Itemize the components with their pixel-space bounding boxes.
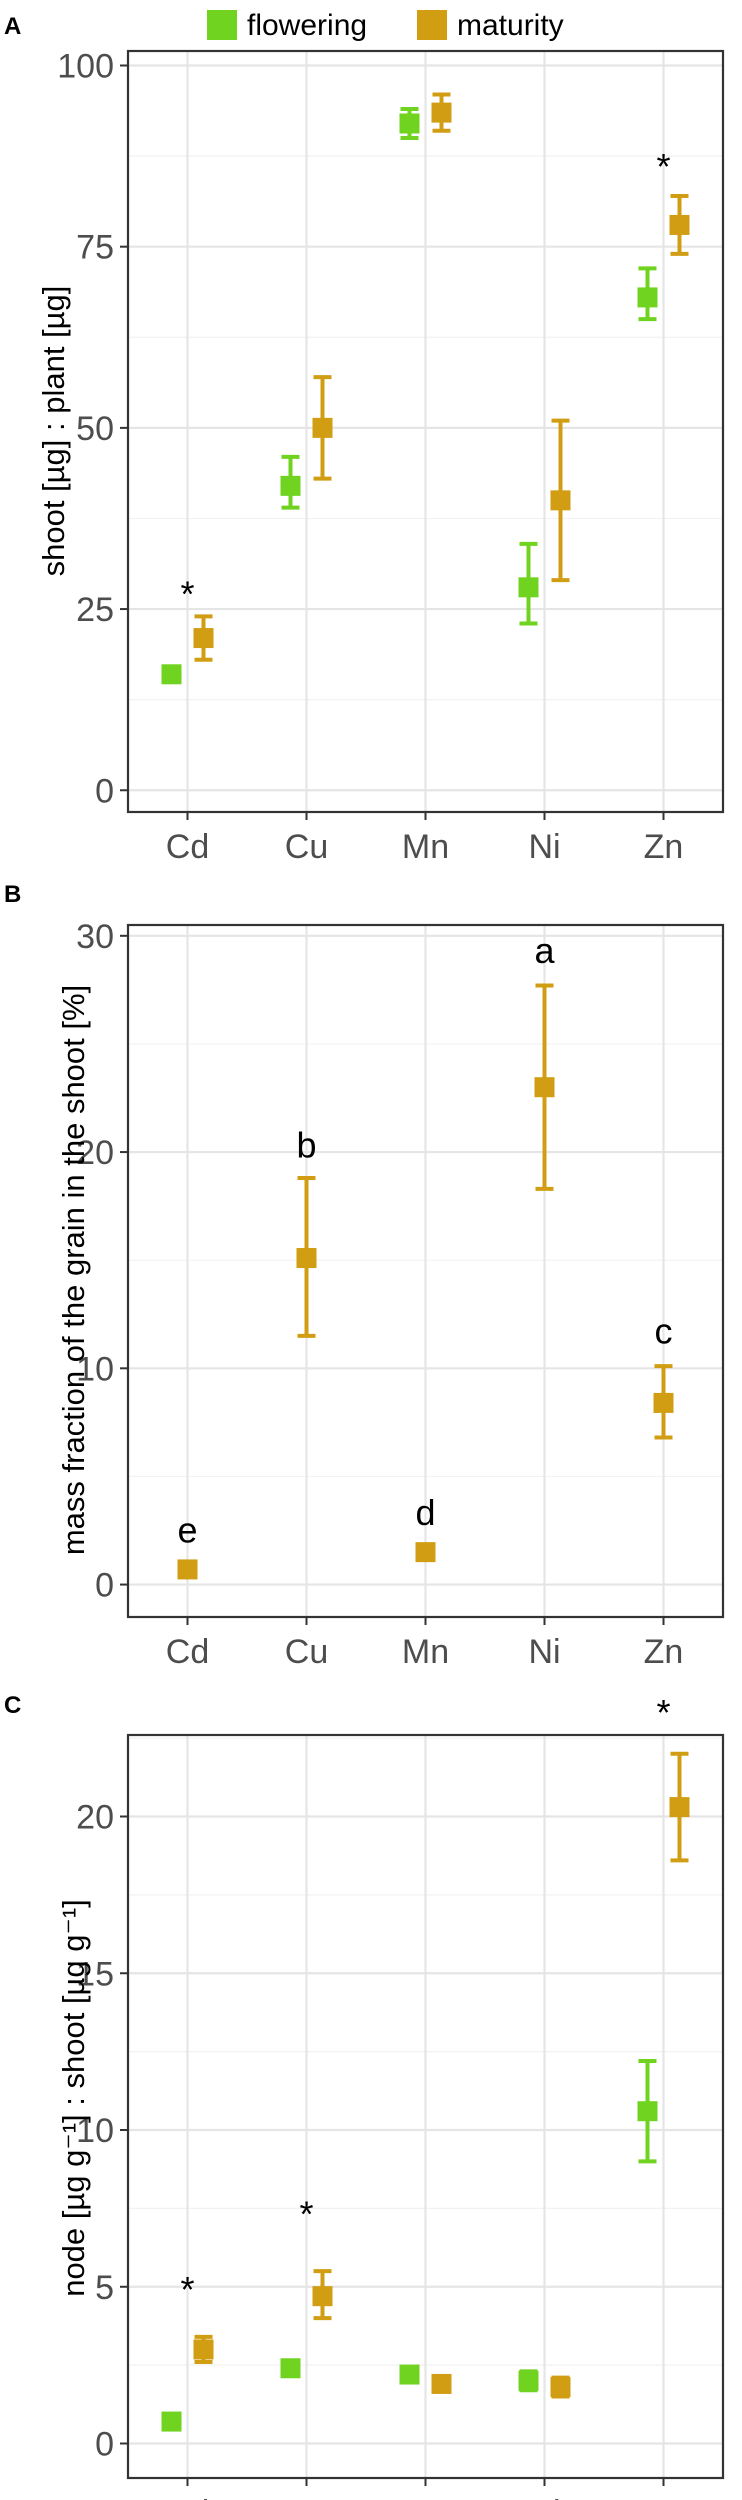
point-flowering-mn bbox=[399, 2364, 420, 2385]
y-tick-label: 0 bbox=[95, 2426, 114, 2464]
point-flowering-ni bbox=[518, 2370, 539, 2391]
y-tick-label: 100 bbox=[57, 47, 114, 85]
y-tick-label: 10 bbox=[76, 1350, 114, 1388]
panel-b-y-axis-title: mass fraction of the grain in the shoot … bbox=[56, 985, 91, 1555]
x-tick-label-cd: Cd bbox=[166, 2494, 209, 2500]
point-maturity-mn bbox=[431, 2373, 452, 2394]
legend-swatch-flowering bbox=[207, 10, 237, 40]
panel-c-plot: 0 5 10 15 20 Cd Cu Mn Ni Zn * * * bbox=[76, 1692, 725, 2500]
x-tick-label-zn: Zn bbox=[644, 828, 684, 866]
annotation-ni: a bbox=[534, 930, 555, 971]
annotation-zn: * bbox=[656, 1692, 670, 1733]
panel-label-b: B bbox=[4, 881, 21, 908]
y-tick-label: 20 bbox=[76, 1134, 114, 1172]
point-maturity-cd bbox=[177, 1559, 198, 1580]
point-maturity-cu bbox=[296, 1248, 317, 1269]
point-maturity-mn bbox=[415, 1542, 436, 1563]
annotation-cd: * bbox=[180, 2269, 194, 2310]
point-flowering-cu bbox=[280, 2358, 301, 2379]
legend-label-maturity: maturity bbox=[457, 9, 564, 42]
point-maturity-cd bbox=[193, 628, 214, 649]
panel-label-a: A bbox=[4, 13, 21, 40]
point-maturity-cu bbox=[312, 417, 333, 438]
point-flowering-zn bbox=[637, 2101, 658, 2122]
legend-swatch-maturity bbox=[417, 10, 447, 40]
panel-a: A 0 25 50 75 100 Cd Cu Mn Ni Zn * * shoot [µg] : pl… bbox=[4, 13, 725, 866]
annotation-zn: c bbox=[655, 1311, 673, 1352]
x-tick-label-ni: Ni bbox=[528, 1633, 560, 1671]
point-maturity-zn bbox=[669, 1797, 690, 1818]
x-tick-label-zn: Zn bbox=[644, 2494, 684, 2500]
legend: flowering maturity bbox=[207, 9, 564, 42]
x-tick-label-cu: Cu bbox=[285, 828, 328, 866]
annotation-zn: * bbox=[656, 146, 670, 187]
point-maturity-mn bbox=[431, 102, 452, 123]
x-tick-label-cd: Cd bbox=[166, 828, 209, 866]
y-tick-label: 0 bbox=[95, 1567, 114, 1605]
panel-c-y-axis-title: node [µg g⁻¹] : shoot [µg g⁻¹] bbox=[56, 1899, 91, 2297]
legend-label-flowering: flowering bbox=[247, 9, 367, 42]
x-tick-label-mn: Mn bbox=[402, 1633, 449, 1671]
point-flowering-cu bbox=[280, 475, 301, 496]
point-maturity-ni bbox=[550, 490, 571, 511]
x-tick-label-cu: Cu bbox=[285, 1633, 328, 1671]
point-maturity-cd bbox=[193, 2339, 214, 2360]
x-tick-label-mn: Mn bbox=[402, 2494, 449, 2500]
y-tick-label: 25 bbox=[76, 591, 114, 629]
panel-c: C 0 5 10 15 20 Cd Cu Mn Ni Zn * * * node [µg g⁻¹] : … bbox=[4, 1692, 725, 2500]
y-tick-label: 10 bbox=[76, 2112, 114, 2150]
y-tick-label: 5 bbox=[95, 2269, 114, 2307]
point-maturity-cu bbox=[312, 2286, 333, 2307]
point-flowering-cd bbox=[161, 2411, 182, 2432]
point-maturity-ni bbox=[534, 1077, 555, 1098]
y-tick-label: 30 bbox=[76, 918, 114, 956]
point-flowering-zn bbox=[637, 287, 658, 308]
point-flowering-ni bbox=[518, 577, 539, 598]
panel-b-plot: 0 10 20 30 Cd Cu Mn Ni Zn e b d a c bbox=[76, 918, 725, 1671]
annotation-cu: b bbox=[296, 1125, 316, 1166]
point-maturity-zn bbox=[669, 214, 690, 235]
point-maturity-zn bbox=[653, 1392, 674, 1413]
annotation-cd: * bbox=[180, 574, 194, 615]
x-tick-label-cd: Cd bbox=[166, 1633, 209, 1671]
y-tick-label: 50 bbox=[76, 410, 114, 448]
x-tick-label-zn: Zn bbox=[644, 1633, 684, 1671]
y-tick-label: 75 bbox=[76, 229, 114, 267]
y-tick-label: 0 bbox=[95, 772, 114, 810]
point-maturity-ni bbox=[550, 2377, 571, 2398]
panel-b: B 0 10 20 30 Cd Cu Mn Ni Zn e b d a c mass fraction o… bbox=[4, 881, 725, 1671]
annotation-cd: e bbox=[177, 1510, 197, 1551]
y-tick-label: 20 bbox=[76, 1799, 114, 1837]
x-tick-label-cu: Cu bbox=[285, 2494, 328, 2500]
panel-a-plot: 0 25 50 75 100 Cd Cu Mn Ni Zn * * bbox=[57, 47, 725, 866]
x-tick-label-ni: Ni bbox=[528, 828, 560, 866]
x-tick-label-mn: Mn bbox=[402, 828, 449, 866]
annotation-cu: * bbox=[299, 2194, 313, 2235]
point-flowering-cd bbox=[161, 664, 182, 685]
y-tick-label: 15 bbox=[76, 1955, 114, 1993]
annotation-mn: d bbox=[415, 1492, 435, 1533]
panel-a-y-axis-title: shoot [µg] : plant [µg] bbox=[36, 286, 71, 577]
point-flowering-mn bbox=[399, 113, 420, 134]
panel-label-c: C bbox=[4, 1692, 21, 1719]
x-tick-label-ni: Ni bbox=[528, 2494, 560, 2500]
